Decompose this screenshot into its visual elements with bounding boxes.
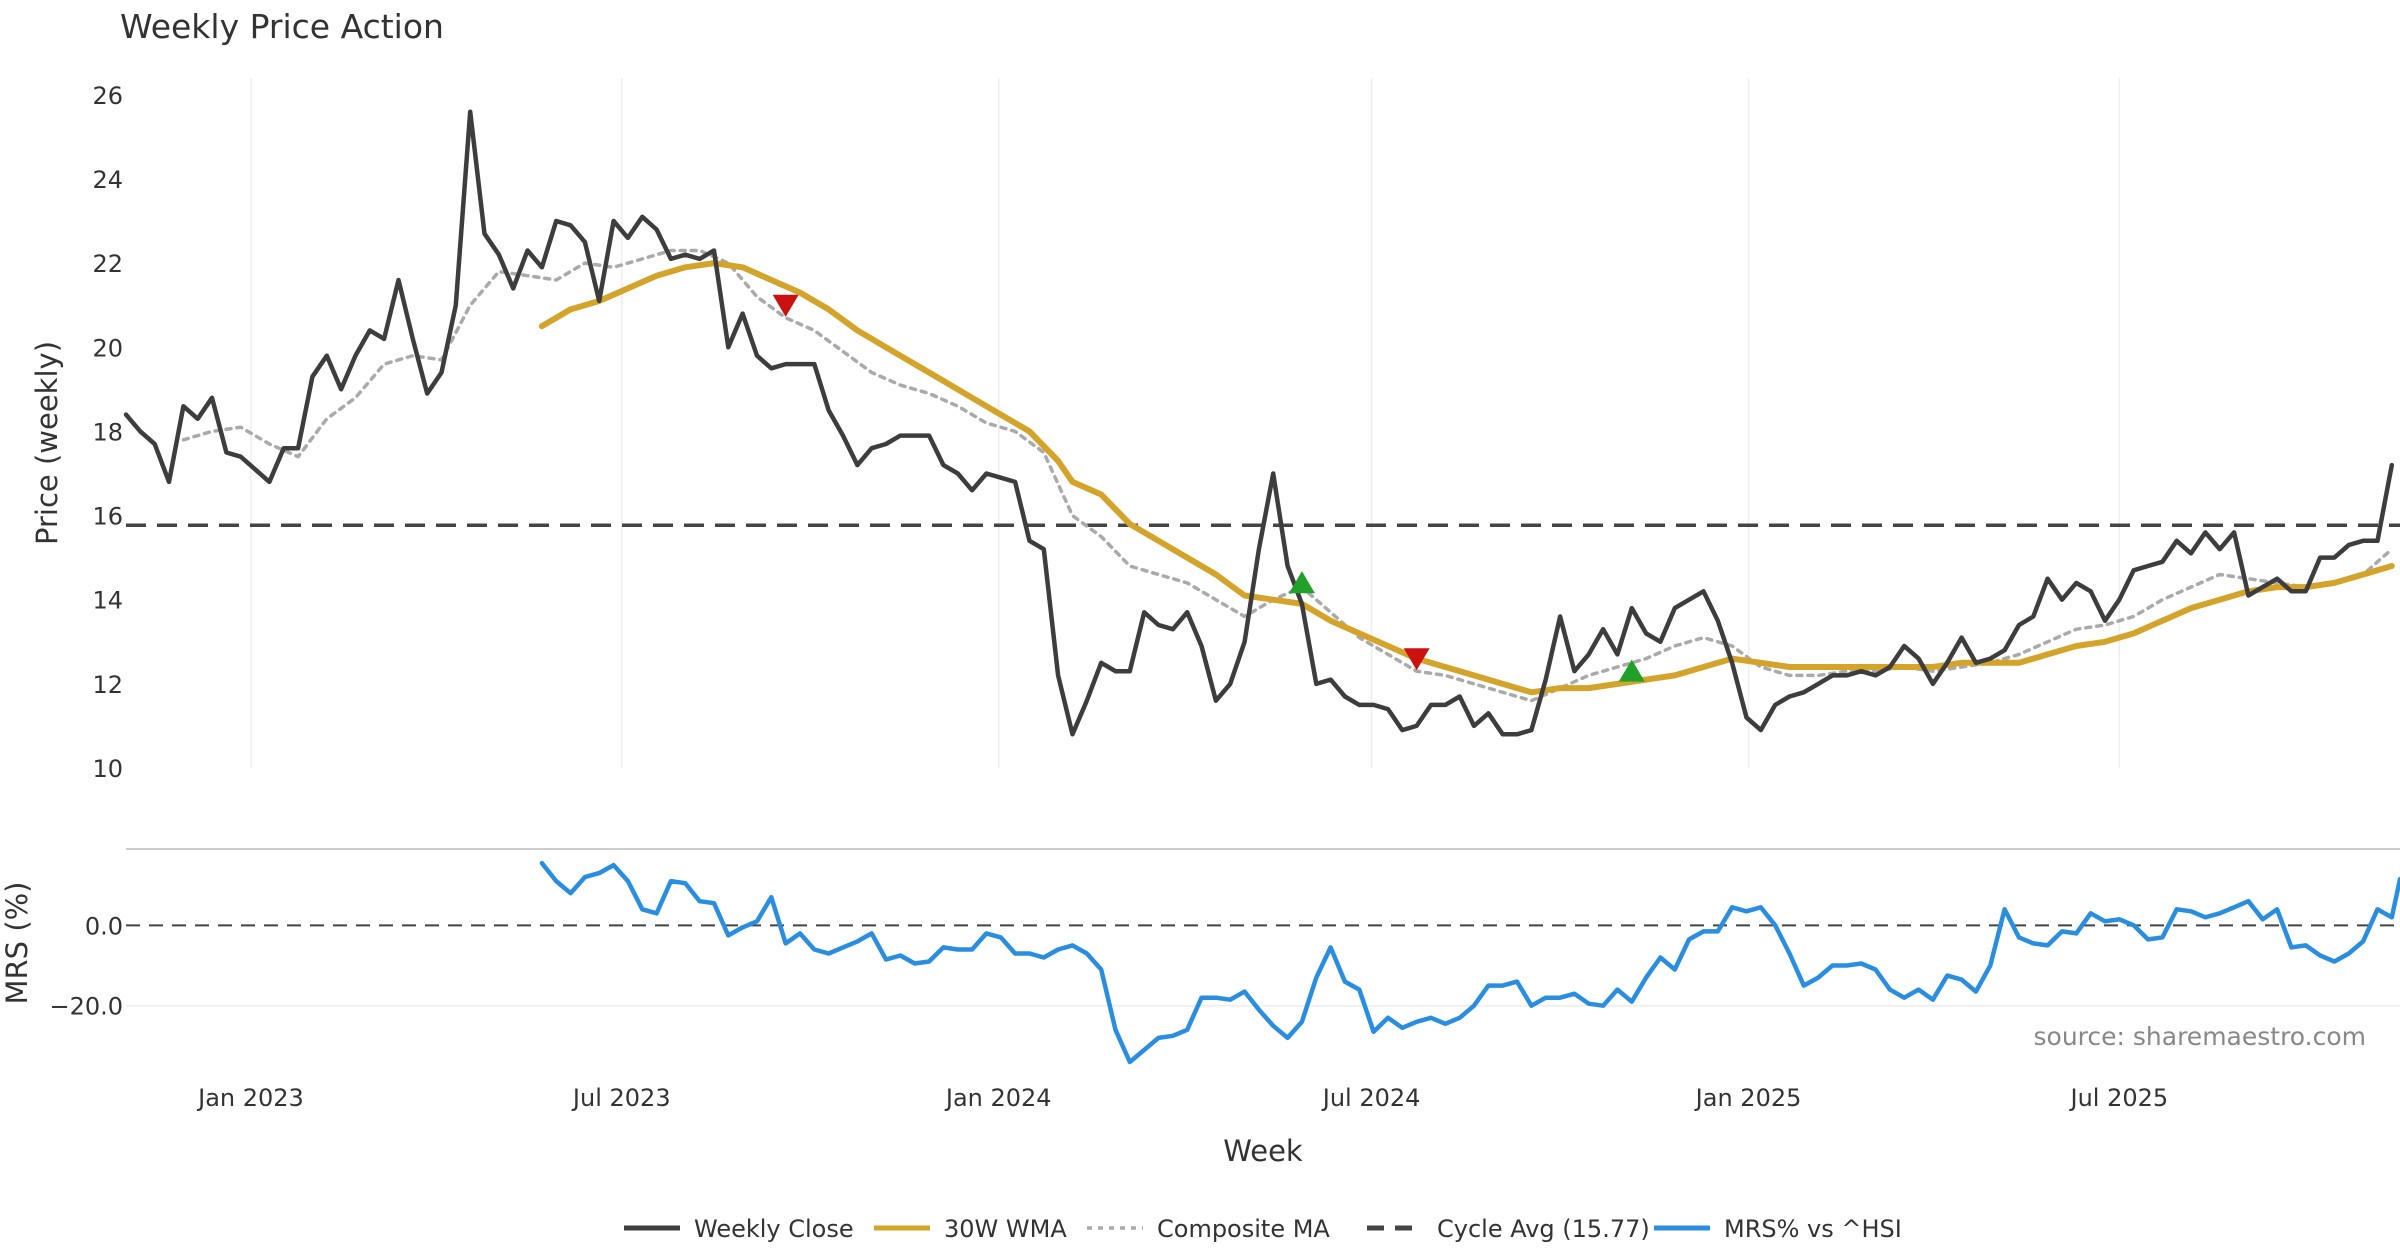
chart-title: Weekly Price Action <box>120 7 444 46</box>
price-y-tick-label: 20 <box>92 334 123 362</box>
mrs-y-tick-label: −20.0 <box>49 993 123 1021</box>
price-y-tick-label: 12 <box>92 671 123 699</box>
legend: Weekly Close 30W WMA Composite MA Cycle Avg… <box>624 1215 1902 1243</box>
buy-marker <box>1618 659 1645 682</box>
legend-label-mrs-vs-hsi: MRS% vs ^HSI <box>1724 1215 1902 1243</box>
price-panel: 10 12 14 16 18 20 22 24 26 Price (weekly) <box>30 82 2400 783</box>
sell-marker <box>1403 648 1430 671</box>
price-y-tick-label: 24 <box>92 166 123 194</box>
price-series-group <box>123 109 2395 737</box>
x-tick-label: Jul 2023 <box>571 1084 671 1112</box>
mrs-y-axis-label: MRS (%) <box>0 882 34 1005</box>
series-line-composite-ma <box>181 248 2394 703</box>
x-tick-label: Jan 2024 <box>944 1084 1052 1112</box>
legend-label-weekly-close: Weekly Close <box>694 1215 854 1243</box>
price-y-tick-label: 14 <box>92 587 123 615</box>
legend-label-cycle-avg-15-77: Cycle Avg (15.77) <box>1437 1215 1650 1243</box>
source-note: source: sharemaestro.com <box>2034 1022 2367 1051</box>
mrs-series-group <box>539 860 2400 1065</box>
price-y-ticks: 10 12 14 16 18 20 22 24 26 <box>92 82 123 783</box>
series-line-weekly-close <box>123 109 2395 737</box>
x-gridlines <box>250 78 2121 768</box>
x-tick-label: Jan 2025 <box>1694 1084 1802 1112</box>
legend-label-composite-ma: Composite MA <box>1157 1215 1330 1243</box>
series-line-mrs-vs-hsi <box>539 860 2400 1065</box>
price-y-tick-label: 26 <box>92 82 123 110</box>
x-tick-labels: Jan 2023 Jul 2023 Jan 2024 Jul 2024 Jan 2025… <box>196 1084 2168 1112</box>
legend-label-30w-wma: 30W WMA <box>944 1215 1067 1243</box>
series-line-30w-wma <box>538 260 2395 696</box>
x-axis-label: Week <box>1223 1134 1303 1168</box>
x-tick-label: Jul 2024 <box>1321 1084 1421 1112</box>
price-y-tick-label: 10 <box>92 755 123 783</box>
buy-marker <box>1288 571 1315 594</box>
x-tick-label: Jan 2023 <box>196 1084 304 1112</box>
mrs-panel: 0.0 −20.0 MRS (%) source: sharemaestro.co… <box>0 860 2400 1065</box>
x-tick-label: Jul 2025 <box>2068 1084 2168 1112</box>
mrs-y-ticks: 0.0 −20.0 <box>49 912 2400 1021</box>
price-y-tick-label: 22 <box>92 250 123 278</box>
price-y-tick-label: 16 <box>92 503 123 531</box>
price-y-axis-label: Price (weekly) <box>30 341 64 545</box>
mrs-y-tick-label: 0.0 <box>85 912 123 940</box>
price-y-tick-label: 18 <box>92 418 123 446</box>
sell-marker <box>772 294 799 317</box>
signal-markers <box>772 294 1645 682</box>
